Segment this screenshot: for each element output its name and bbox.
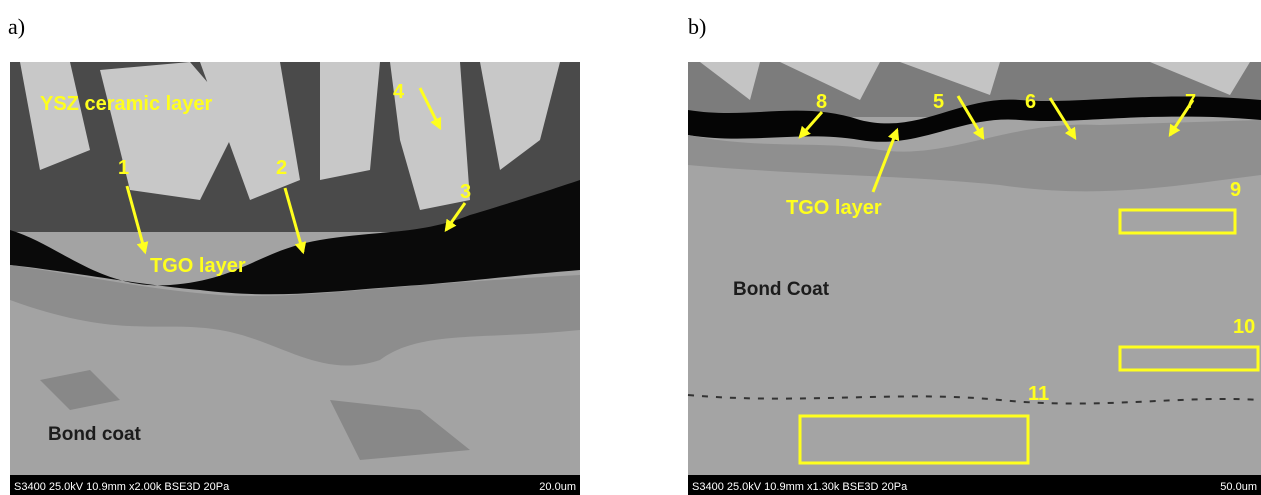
annotation: 6: [1025, 91, 1036, 113]
annotation: 5: [933, 91, 944, 113]
annotation: 9: [1230, 179, 1241, 201]
info-bar: S3400 25.0kV 10.9mm x2.00k BSE3D 20Pa: [14, 481, 230, 493]
annotation: 1: [118, 157, 129, 179]
scale-bar: 50.0um: [1220, 481, 1257, 493]
figure: a) b) YSZ ceramic layer 1 2 3 4 TGO laye…: [0, 0, 1261, 495]
panel-label: a): [8, 14, 25, 39]
annotation: 11: [1028, 383, 1049, 405]
info-bar: S3400 25.0kV 10.9mm x1.30k BSE3D 20Pa: [692, 481, 908, 493]
annotation: YSZ ceramic layer: [40, 93, 213, 115]
annotation: 10: [1233, 316, 1255, 338]
annotation: TGO layer: [786, 197, 882, 219]
panel-label: b): [688, 14, 706, 39]
annotation: 8: [816, 91, 827, 113]
annotation: TGO layer: [150, 255, 246, 277]
annotation: Bond coat: [48, 424, 142, 445]
annotation: 4: [393, 81, 405, 103]
scale-bar: 20.0um: [539, 481, 576, 493]
annotation: Bond Coat: [733, 279, 830, 300]
annotation: 2: [276, 157, 287, 179]
annotation: 3: [460, 181, 471, 203]
page: a) b) YSZ ceramic layer 1 2 3 4 TGO laye…: [0, 0, 1261, 495]
